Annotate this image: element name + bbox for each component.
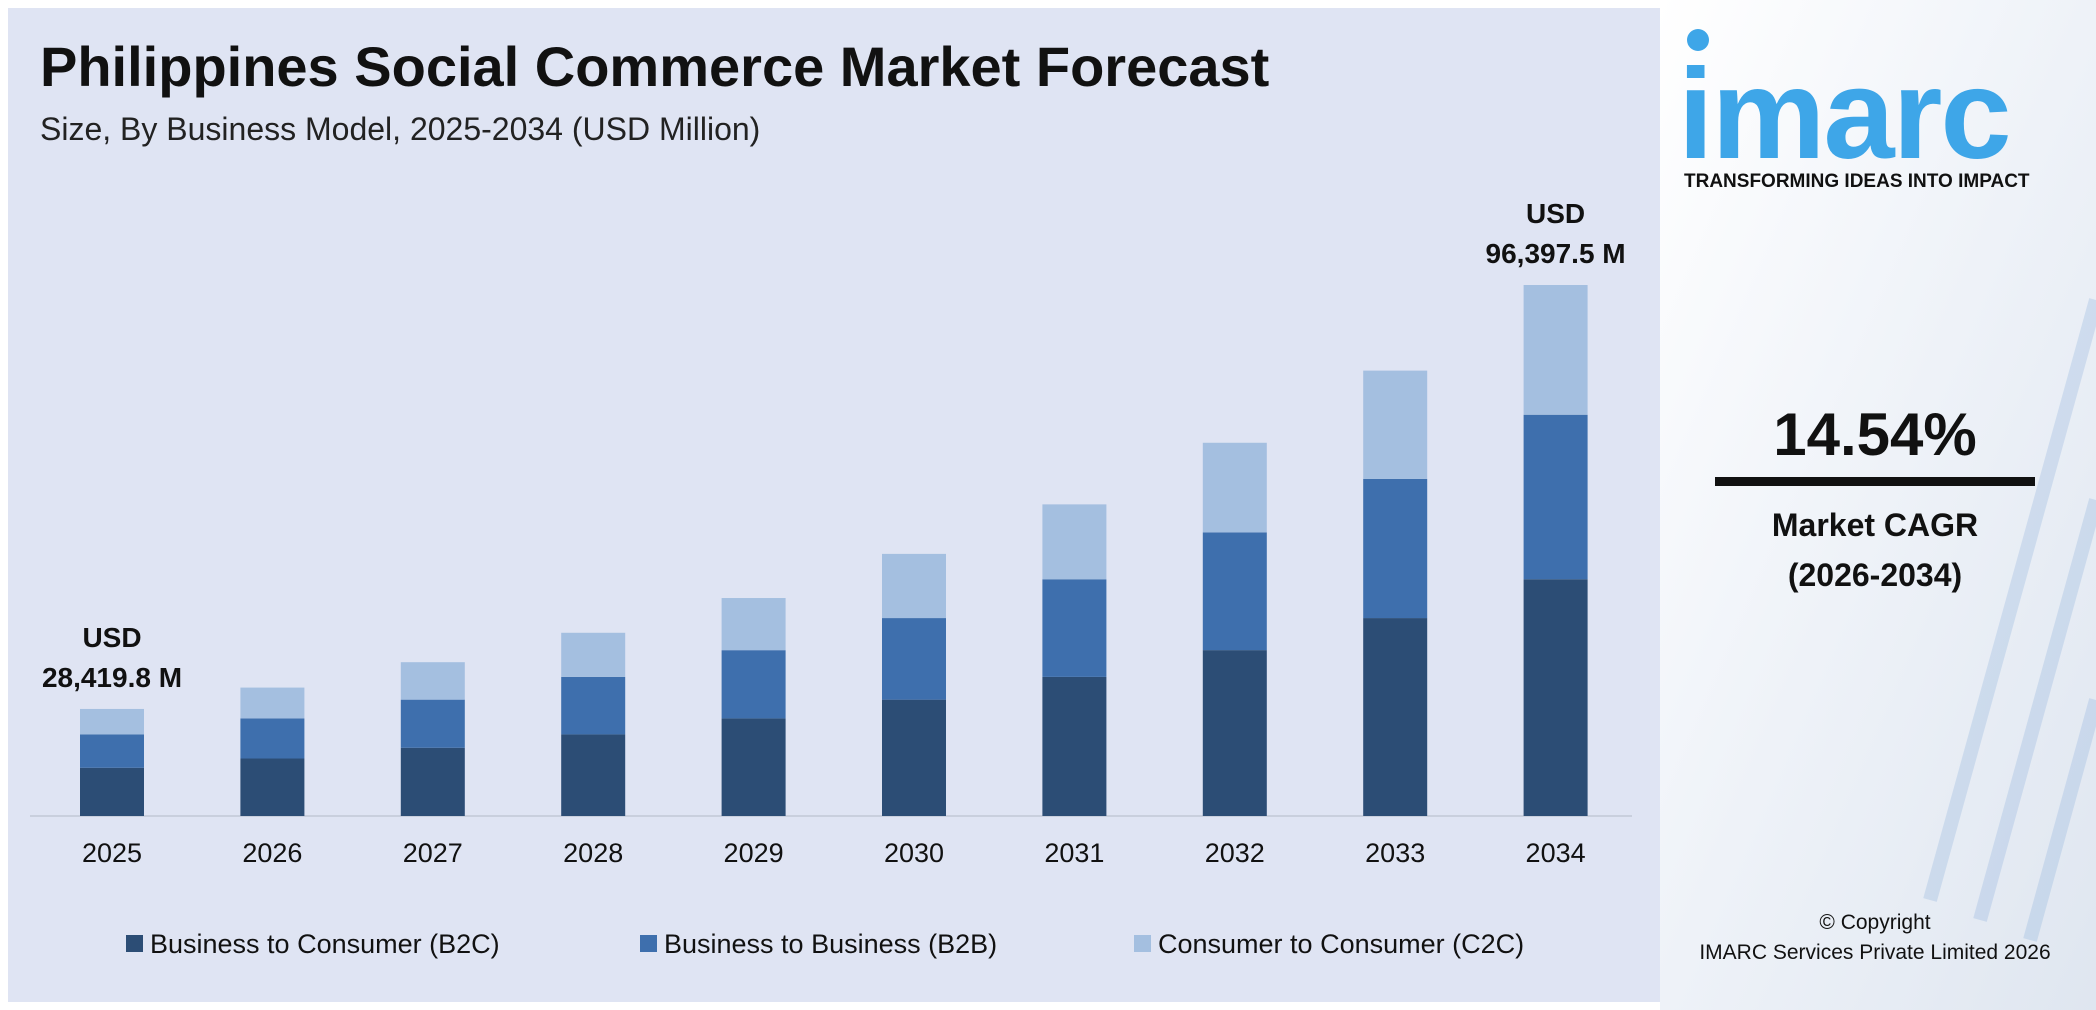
bar-segment xyxy=(240,718,305,759)
bar-segment xyxy=(1363,478,1428,619)
bar-segment xyxy=(400,662,465,700)
bar-segment xyxy=(1042,504,1107,580)
x-tick-label: 2027 xyxy=(403,838,463,868)
bar-segment xyxy=(721,650,786,719)
bar-segment xyxy=(1202,650,1267,816)
bar-segment xyxy=(1523,414,1588,580)
legend-swatch xyxy=(126,935,143,952)
plot: 2025 2026 2027 2028 2029 2030 2031 2032 2033 2034… xyxy=(42,198,1626,959)
total-label: USD xyxy=(1526,198,1585,229)
bar-segment xyxy=(882,553,946,619)
x-tick-label: 2031 xyxy=(1044,838,1104,868)
x-tick-label: 2026 xyxy=(242,838,302,868)
x-tick-label: 2034 xyxy=(1526,838,1586,868)
cagr-label: Market CAGR xyxy=(1772,507,1978,543)
legend-label: Consumer to Consumer (C2C) xyxy=(1158,929,1524,959)
copyright-owner: IMARC Services Private Limited 2026 xyxy=(1699,941,2050,964)
bar-segment xyxy=(400,747,465,816)
bar-segment xyxy=(561,676,626,735)
x-tick-label: 2030 xyxy=(884,838,944,868)
chart-subtitle: Size, By Business Model, 2025-2034 (USD … xyxy=(40,111,760,147)
x-tick-label: 2028 xyxy=(563,838,623,868)
bar-segment xyxy=(240,687,305,719)
bar-segment xyxy=(561,734,626,816)
legend-label: Business to Consumer (B2C) xyxy=(150,929,500,959)
x-tick-label: 2029 xyxy=(724,838,784,868)
bar-segment xyxy=(240,758,305,816)
legend-swatch xyxy=(1134,935,1151,952)
total-label: 96,397.5 M xyxy=(1486,238,1626,269)
legend-label: Business to Business (B2B) xyxy=(664,929,997,959)
bar-segment xyxy=(80,767,144,816)
bar-segment xyxy=(80,708,144,735)
bar-segment xyxy=(1363,618,1428,816)
cagr-value: 14.54% xyxy=(1773,401,1977,468)
cagr-period: (2026-2034) xyxy=(1788,557,1962,593)
side-panel xyxy=(1660,0,2096,1010)
x-tick-label: 2032 xyxy=(1205,838,1265,868)
bar-segment xyxy=(561,632,626,677)
logo: imarc xyxy=(1678,43,2010,186)
bar-segment xyxy=(1523,285,1588,415)
bar-segment xyxy=(400,699,465,748)
chart-title: Philippines Social Commerce Market Forec… xyxy=(40,35,1269,98)
legend-swatch xyxy=(640,935,657,952)
logo-dot xyxy=(1687,29,1709,51)
bar-segment xyxy=(1523,579,1588,816)
total-label: USD xyxy=(82,622,141,653)
bar-segment xyxy=(1202,442,1267,533)
bar-segment xyxy=(80,734,144,768)
x-tick-label: 2025 xyxy=(82,838,142,868)
bar-segment xyxy=(1042,676,1107,816)
logo-tagline: TRANSFORMING IDEAS INTO IMPACT xyxy=(1684,171,2030,192)
x-tick-label: 2033 xyxy=(1365,838,1425,868)
bar-segment xyxy=(882,699,946,816)
bar-segment xyxy=(1042,579,1107,677)
total-label: 28,419.8 M xyxy=(42,662,182,693)
bar-segment xyxy=(721,718,786,816)
cagr-rule xyxy=(1715,477,2035,486)
bar-segment xyxy=(1202,532,1267,651)
bar-segment xyxy=(721,598,786,651)
copyright: © Copyright xyxy=(1819,911,1930,934)
side-decoration xyxy=(1923,298,2096,942)
bar-segment xyxy=(882,618,946,700)
bar-segment xyxy=(1363,370,1428,479)
